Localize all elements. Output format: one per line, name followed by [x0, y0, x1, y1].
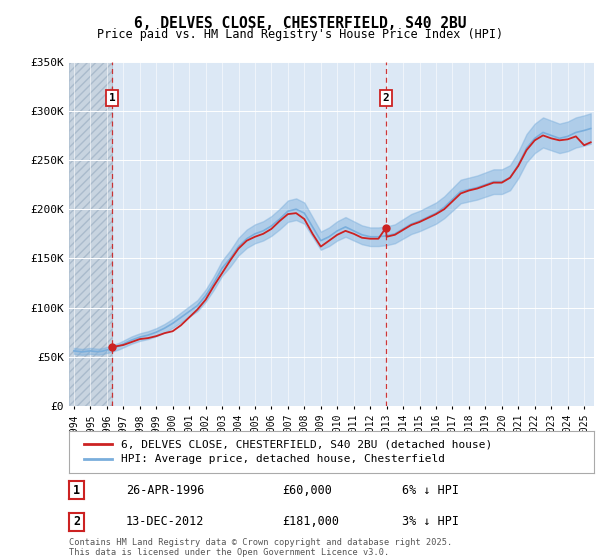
Bar [69, 62, 112, 406]
Text: 1: 1 [73, 483, 80, 497]
Text: 13-DEC-2012: 13-DEC-2012 [126, 515, 205, 529]
Text: Contains HM Land Registry data © Crown copyright and database right 2025.
This d: Contains HM Land Registry data © Crown c… [69, 538, 452, 557]
Text: 2: 2 [73, 515, 80, 529]
Legend: 6, DELVES CLOSE, CHESTERFIELD, S40 2BU (detached house), HPI: Average price, det: 6, DELVES CLOSE, CHESTERFIELD, S40 2BU (… [80, 436, 497, 469]
Text: 3% ↓ HPI: 3% ↓ HPI [402, 515, 459, 529]
Text: £181,000: £181,000 [282, 515, 339, 529]
Text: 2: 2 [382, 93, 389, 103]
Text: 6% ↓ HPI: 6% ↓ HPI [402, 483, 459, 497]
Text: 1: 1 [109, 93, 115, 103]
Text: £60,000: £60,000 [282, 483, 332, 497]
Text: Price paid vs. HM Land Registry's House Price Index (HPI): Price paid vs. HM Land Registry's House … [97, 28, 503, 41]
Text: 6, DELVES CLOSE, CHESTERFIELD, S40 2BU: 6, DELVES CLOSE, CHESTERFIELD, S40 2BU [134, 16, 466, 31]
Text: 26-APR-1996: 26-APR-1996 [126, 483, 205, 497]
